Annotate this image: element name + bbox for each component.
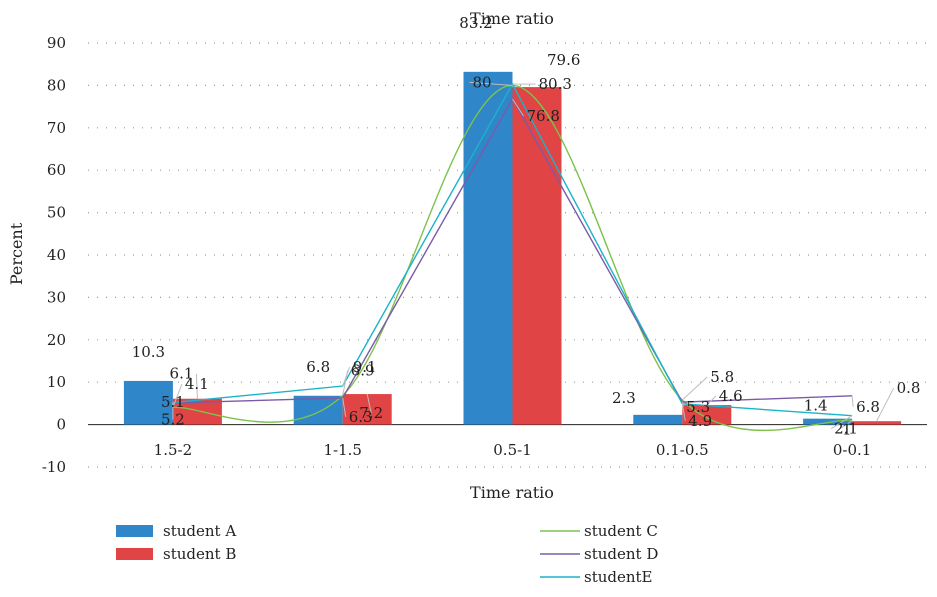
legend-item-student-d: student D	[540, 545, 658, 563]
data-label: 6.8	[306, 358, 330, 376]
label-leader-line	[512, 98, 524, 117]
data-label: 6.8	[856, 398, 880, 416]
data-label: 6.3	[349, 408, 373, 426]
data-label: 5.8	[710, 368, 734, 386]
data-label: 80	[473, 73, 492, 91]
label-leader-line	[706, 395, 717, 406]
legend-label: studentE	[584, 568, 653, 586]
label-leader-line	[172, 384, 183, 408]
bar-student-a	[123, 380, 173, 425]
data-label: 7.2	[359, 404, 383, 422]
data-label: 80.3	[539, 75, 572, 93]
x-tick-label: 0.5-1	[493, 441, 531, 459]
legend-label: student A	[163, 522, 236, 540]
legend-item-student-c: student C	[540, 522, 658, 540]
data-label: 2.1	[834, 420, 858, 438]
data-label: 4.6	[719, 387, 743, 405]
y-tick-labels: -10 0 10 20 30 40 50 60 70 80 90	[42, 34, 66, 476]
bar-student-a	[293, 395, 343, 425]
x-tick-label: 0-0.1	[833, 441, 871, 459]
legend-label: student C	[584, 522, 658, 540]
x-axis-title: Time ratio	[470, 483, 554, 502]
x-tick-label: 1-1.5	[323, 441, 361, 459]
label-leader-line	[342, 366, 351, 387]
legend-item-studente: studentE	[540, 568, 653, 586]
legend: student A student B student C student D stud…	[116, 522, 658, 586]
legend-item-student-b: student B	[116, 545, 236, 563]
label-leader-line	[469, 81, 513, 86]
label-leader-lines	[172, 81, 895, 430]
bar-student-b	[852, 421, 902, 425]
data-label: 79.6	[547, 51, 580, 69]
label-leader-line	[851, 395, 854, 407]
data-label: 10.3	[132, 343, 165, 361]
data-label: 76.8	[527, 107, 560, 125]
y-tick-label: 50	[47, 204, 66, 222]
bars	[123, 71, 902, 425]
y-tick-label: 70	[47, 119, 66, 137]
y-tick-label: 90	[47, 34, 66, 52]
label-leader-line	[681, 376, 708, 401]
y-tick-label: 0	[56, 416, 66, 434]
label-leader-line	[876, 387, 895, 422]
y-tick-label: 20	[47, 331, 66, 349]
data-label: 6.1	[170, 365, 194, 383]
x-tick-label: 0.1-0.5	[656, 441, 709, 459]
label-leader-line	[342, 397, 347, 417]
y-tick-label: 30	[47, 288, 66, 306]
legend-swatch	[116, 548, 153, 560]
data-label: 9.1	[353, 358, 377, 376]
label-leader-line	[830, 415, 853, 430]
data-label: 83.2	[459, 14, 492, 32]
label-leader-line	[838, 419, 853, 430]
data-labels: 10.3 6.8 83.2 2.3 1.4 6.1 7.2 79.6 4.6 0.8 4.1 6.9 8…	[132, 14, 921, 439]
chart-title: Time ratio	[470, 9, 554, 28]
y-tick-label: 80	[47, 76, 66, 94]
data-label: 2.3	[612, 389, 636, 407]
data-label: 1.4	[804, 397, 828, 415]
legend-label: student B	[163, 545, 236, 563]
label-leader-line	[195, 373, 198, 399]
label-leader-line	[366, 393, 372, 414]
data-label: 4.1	[185, 375, 209, 393]
data-label: 1	[842, 420, 852, 438]
bar-student-b	[342, 394, 392, 425]
legend-label: student D	[584, 545, 658, 563]
y-tick-label: -10	[42, 458, 66, 476]
bar-student-a	[803, 418, 853, 425]
y-tick-label: 10	[47, 373, 66, 391]
legend-item-student-a: student A	[116, 522, 236, 540]
y-tick-label: 60	[47, 161, 66, 179]
bar-student-a	[463, 71, 513, 425]
x-tick-labels: 1.5-2 1-1.5 0.5-1 0.1-0.5 0-0.1	[154, 441, 872, 459]
data-label: 5.1	[161, 393, 185, 411]
data-label: 0.8	[897, 379, 921, 397]
label-leader-line	[681, 403, 686, 421]
bar-student-a	[633, 414, 683, 425]
data-label: 5.3	[686, 398, 710, 416]
data-label: 5.2	[161, 411, 185, 429]
y-axis-title: Percent	[7, 222, 26, 285]
data-label: 4.9	[688, 412, 712, 430]
bar-student-b	[512, 87, 562, 425]
y-tick-label: 40	[47, 246, 66, 264]
x-tick-label: 1.5-2	[154, 441, 192, 459]
data-label: 6.9	[351, 361, 375, 379]
legend-swatch	[116, 525, 153, 537]
